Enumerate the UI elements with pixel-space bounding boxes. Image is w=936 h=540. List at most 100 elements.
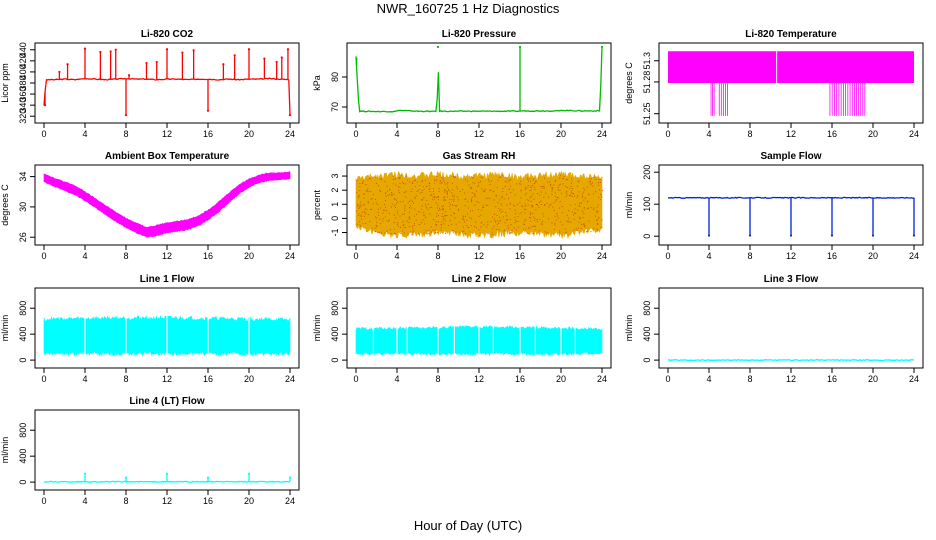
data-point bbox=[509, 232, 511, 234]
data-point bbox=[99, 50, 102, 54]
data-point bbox=[392, 175, 394, 177]
data-point bbox=[566, 220, 568, 222]
data-point bbox=[367, 188, 369, 190]
data-point bbox=[452, 195, 454, 197]
data-point bbox=[114, 48, 117, 51]
data-point bbox=[359, 207, 361, 209]
data-point bbox=[582, 195, 584, 197]
data-point bbox=[571, 177, 573, 179]
data-point bbox=[513, 205, 515, 207]
data-point bbox=[536, 203, 538, 205]
data-point bbox=[452, 204, 454, 206]
data-point bbox=[448, 224, 450, 226]
data-point bbox=[577, 227, 579, 229]
data-point bbox=[533, 183, 535, 185]
data-point bbox=[469, 187, 471, 189]
x-tick-label: 8 bbox=[435, 374, 440, 384]
data-point bbox=[515, 212, 517, 214]
data-point bbox=[554, 192, 556, 194]
data-point bbox=[531, 206, 533, 208]
data-point bbox=[375, 199, 377, 201]
data-point bbox=[467, 201, 469, 203]
data-point bbox=[590, 184, 592, 186]
data-point bbox=[571, 211, 573, 213]
data-point bbox=[498, 222, 500, 224]
data-point bbox=[360, 201, 362, 203]
data-point bbox=[554, 196, 556, 198]
data-point bbox=[534, 220, 536, 222]
data-point bbox=[540, 203, 542, 205]
data-point bbox=[384, 180, 386, 182]
data-point bbox=[398, 189, 400, 191]
data-point bbox=[584, 197, 586, 199]
data-point bbox=[464, 205, 466, 207]
data-point bbox=[501, 204, 503, 206]
data-point bbox=[206, 476, 210, 479]
data-point bbox=[446, 192, 448, 194]
y-tick-label: 0 bbox=[330, 358, 340, 363]
data-point bbox=[509, 218, 511, 220]
data-point bbox=[584, 224, 586, 226]
data-point bbox=[565, 192, 567, 194]
data-point bbox=[362, 193, 364, 195]
data-point bbox=[488, 181, 490, 183]
data-point bbox=[577, 209, 579, 211]
chart-title: Li-820 Temperature bbox=[745, 29, 837, 40]
data-point bbox=[473, 193, 475, 195]
data-point bbox=[384, 206, 386, 208]
data-point bbox=[192, 49, 195, 52]
y-tick-label: 0 bbox=[330, 216, 340, 221]
y-axis-label: ml/min bbox=[0, 315, 10, 342]
data-point bbox=[413, 223, 415, 225]
data-point bbox=[529, 196, 531, 198]
data-point bbox=[502, 216, 504, 218]
data-point bbox=[396, 203, 398, 205]
data-point bbox=[394, 232, 396, 234]
data-point bbox=[470, 225, 472, 227]
data-point bbox=[400, 232, 402, 234]
x-tick-label: 12 bbox=[162, 496, 172, 506]
data-point bbox=[530, 189, 532, 191]
data-point bbox=[155, 60, 158, 64]
data-point bbox=[498, 207, 500, 209]
data-point bbox=[415, 219, 417, 221]
data-point bbox=[598, 184, 600, 186]
data-point bbox=[521, 205, 523, 207]
data-point bbox=[477, 185, 479, 187]
data-point bbox=[830, 234, 834, 237]
data-point bbox=[449, 208, 451, 210]
data-point bbox=[424, 203, 426, 205]
data-point bbox=[402, 224, 404, 226]
data-point bbox=[594, 177, 596, 179]
data-point bbox=[457, 188, 459, 190]
data-point bbox=[499, 209, 501, 211]
data-point bbox=[384, 216, 386, 218]
data-point bbox=[579, 205, 581, 207]
data-point bbox=[504, 185, 506, 187]
data-point bbox=[498, 176, 500, 178]
data-point bbox=[487, 179, 489, 181]
data-point bbox=[446, 214, 448, 216]
data-point bbox=[451, 223, 453, 225]
data-point bbox=[436, 215, 438, 217]
data-point bbox=[514, 209, 516, 211]
data-point bbox=[377, 214, 379, 216]
data-point bbox=[600, 193, 602, 195]
data-point bbox=[394, 178, 396, 180]
y-tick-label: 26 bbox=[18, 232, 28, 242]
data-point bbox=[459, 231, 461, 233]
data-point bbox=[434, 232, 436, 234]
y-tick-label: 400 bbox=[642, 327, 652, 342]
x-tick-label: 16 bbox=[203, 374, 213, 384]
data-point bbox=[449, 198, 451, 200]
data-point bbox=[508, 179, 510, 181]
data-point bbox=[573, 214, 575, 216]
data-point bbox=[551, 187, 553, 189]
data-point bbox=[529, 178, 531, 180]
data-point bbox=[442, 207, 444, 209]
data-point bbox=[363, 211, 365, 213]
data-band bbox=[668, 51, 914, 83]
data-point bbox=[535, 180, 537, 182]
data-point bbox=[517, 203, 519, 205]
